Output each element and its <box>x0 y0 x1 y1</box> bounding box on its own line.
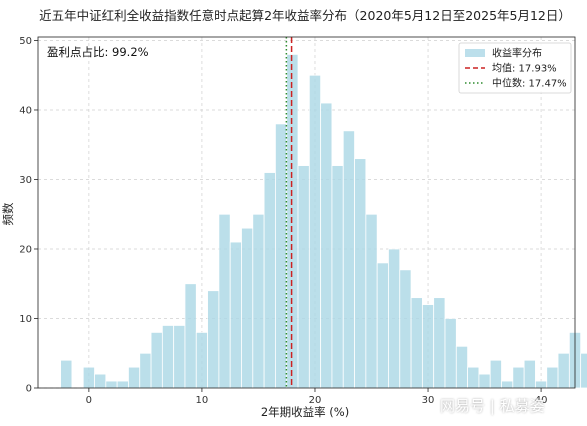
reference-lines <box>285 37 293 388</box>
legend-label: 中位数: 17.47% <box>492 77 567 90</box>
histogram-bar <box>433 297 446 389</box>
y-tick-label: 30 <box>19 175 32 186</box>
histogram-bar <box>354 158 367 389</box>
histogram-bar <box>523 359 536 389</box>
histogram-bar <box>478 373 491 389</box>
histogram-bar <box>128 366 141 389</box>
histogram-bar <box>376 262 389 389</box>
histogram-bar <box>60 359 73 389</box>
histogram-bar <box>195 331 208 389</box>
x-tick-label: 40 <box>535 395 548 406</box>
histogram-bar <box>150 331 163 389</box>
histogram-bar <box>252 213 265 389</box>
histogram-bar <box>489 359 502 389</box>
y-tick-label: 0 <box>26 384 32 395</box>
legend-box <box>458 42 572 94</box>
histogram-bar <box>297 165 310 389</box>
histogram-bar <box>410 297 423 389</box>
legend-patch-distribution <box>465 49 485 57</box>
histogram-bar <box>546 366 559 389</box>
y-ticks: 0 10 20 30 40 50 <box>19 36 38 395</box>
histogram-bar <box>365 213 378 389</box>
y-tick-label: 20 <box>19 244 32 255</box>
histogram-bar <box>161 325 175 389</box>
histogram-bar <box>467 366 480 389</box>
histogram-bar <box>105 380 118 389</box>
x-axis-label: 2年期收益率 (%) <box>261 405 349 419</box>
histogram-bar <box>263 172 276 389</box>
chart-title: 近五年中证红利全收益指数任意时点起算2年收益率分布（2020年5月12日至202… <box>39 8 571 23</box>
y-tick-label: 10 <box>19 314 32 325</box>
histogram-bar <box>501 380 514 389</box>
histogram-bar <box>139 352 152 389</box>
histogram-bar <box>512 366 525 389</box>
y-axis-label: 频数 <box>1 202 15 225</box>
histogram-bar <box>184 283 197 389</box>
x-ticks: 0 10 20 30 40 <box>86 388 548 406</box>
histogram-bar <box>229 241 242 389</box>
histogram-bar <box>241 227 254 389</box>
histogram-bar <box>82 366 95 389</box>
watermark: 网易号 | 私募姿 <box>440 397 545 415</box>
legend-label: 收益率分布 <box>492 47 542 60</box>
histogram-bar <box>173 325 186 389</box>
x-tick-label: 10 <box>196 395 209 406</box>
y-tick-label: 40 <box>19 105 32 116</box>
histogram-bar <box>557 352 570 389</box>
x-tick-label: 30 <box>422 395 435 406</box>
x-tick-label: 20 <box>309 395 322 406</box>
histogram-bar <box>308 74 322 389</box>
histogram-bar <box>320 102 333 389</box>
histogram-bar <box>399 269 412 389</box>
histogram-bar <box>444 318 457 389</box>
histogram-bar <box>331 165 344 389</box>
histogram-bar <box>455 345 469 389</box>
histogram-bar <box>388 248 401 389</box>
plot-frame <box>37 36 576 389</box>
histogram-bar <box>275 123 288 389</box>
histogram-bars <box>60 53 587 389</box>
x-tick-label: 0 <box>86 395 92 406</box>
histogram-bar <box>94 373 107 389</box>
histogram-bar <box>286 53 299 389</box>
histogram-bar <box>421 304 435 389</box>
histogram-bar <box>116 380 129 389</box>
y-tick-label: 50 <box>19 36 32 47</box>
histogram-bar <box>218 213 231 389</box>
legend-label: 均值: 17.93% <box>492 62 557 75</box>
profit-ratio-annotation: 盈利点占比: 99.2% <box>47 45 149 59</box>
histogram-bar <box>535 380 548 389</box>
histogram-bar <box>207 290 220 389</box>
histogram-bar <box>342 130 355 389</box>
histogram-bar <box>580 352 587 389</box>
